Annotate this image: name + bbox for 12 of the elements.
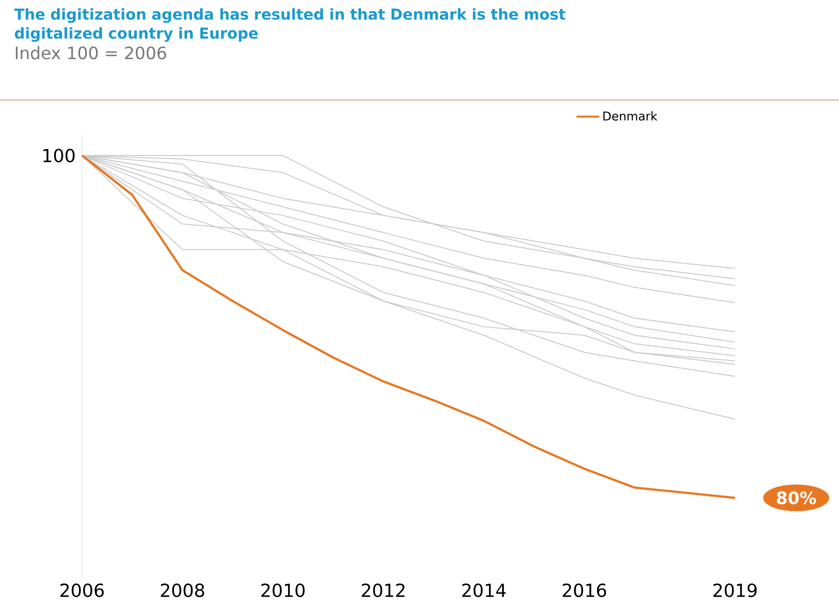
x-tick-label: 2008 — [160, 584, 204, 598]
annotation: 80% — [776, 491, 816, 504]
x-tick-label: 2010 — [261, 584, 305, 598]
chart-title: The digitization agenda has resulted in that Denmark is the most digitalized country in Europe — [14, 8, 566, 42]
legend-label: Denmark — [603, 111, 658, 121]
x-tick-label: 2006 — [60, 584, 104, 598]
annotation: 100 — [43, 148, 75, 162]
x-tick-label: 2014 — [462, 584, 506, 598]
x-tick-label: 2019 — [713, 584, 757, 598]
x-tick-label: 2016 — [562, 584, 606, 598]
x-tick-label: 2012 — [362, 584, 404, 598]
chart-subtitle: Index 100 = 2006 — [16, 46, 166, 60]
